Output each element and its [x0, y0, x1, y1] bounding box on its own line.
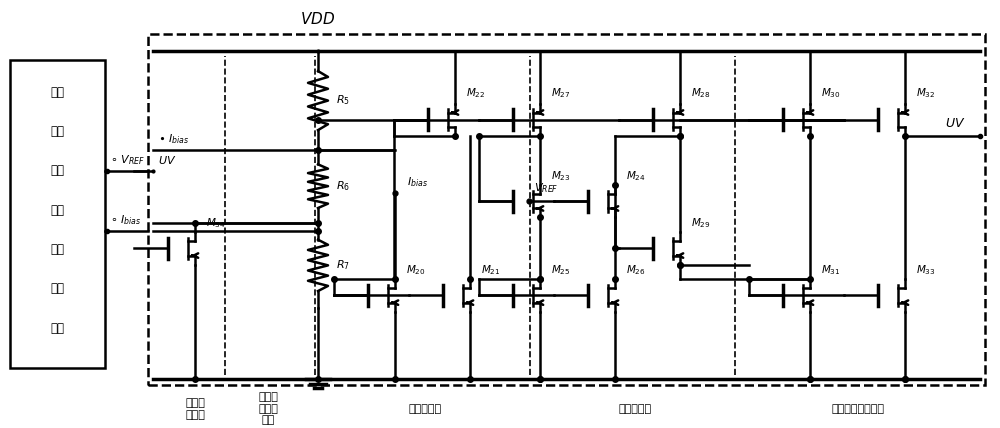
Text: $M_{\rm 29}$: $M_{\rm 29}$	[691, 217, 711, 230]
Text: $M_{\rm 32}$: $M_{\rm 32}$	[916, 86, 936, 100]
Text: $\circ\ I_{bias}$: $\circ\ I_{bias}$	[110, 214, 142, 227]
Text: $\bullet\ I_{bias}$: $\bullet\ I_{bias}$	[158, 132, 190, 146]
Text: $UV$: $UV$	[945, 117, 965, 130]
Text: 及偏: 及偏	[50, 164, 64, 177]
Text: 电流镜结构: 电流镜结构	[408, 404, 442, 414]
Text: $M_{\rm 26}$: $M_{\rm 26}$	[626, 264, 646, 277]
Text: 流产: 流产	[50, 243, 64, 256]
Text: $M_{\rm 34}$: $M_{\rm 34}$	[206, 217, 226, 230]
Text: $M_{\rm 33}$: $M_{\rm 33}$	[916, 264, 936, 277]
Text: 电压: 电压	[50, 125, 64, 138]
Text: $UV$: $UV$	[158, 155, 176, 166]
Text: $M_{\rm 28}$: $M_{\rm 28}$	[691, 86, 711, 100]
Text: $M_{\rm 24}$: $M_{\rm 24}$	[626, 169, 646, 183]
Text: $M_{\rm 20}$: $M_{\rm 20}$	[406, 264, 426, 277]
Text: 基准: 基准	[50, 86, 64, 98]
Text: $VDD$: $VDD$	[300, 11, 336, 27]
Text: 生子: 生子	[50, 282, 64, 295]
Text: $M_{\rm 22}$: $M_{\rm 22}$	[466, 86, 486, 100]
Text: $M_{\rm 23}$: $M_{\rm 23}$	[551, 169, 571, 183]
Text: $\circ\ V_{REF}$: $\circ\ V_{REF}$	[110, 154, 145, 167]
Text: $M_{\rm 25}$: $M_{\rm 25}$	[551, 264, 571, 277]
Text: 电源电
压检测
模块: 电源电 压检测 模块	[258, 392, 278, 425]
Bar	[10, 60, 105, 368]
Bar	[148, 34, 985, 385]
Text: 两级比较器: 两级比较器	[618, 404, 652, 414]
Text: $M_{\rm 27}$: $M_{\rm 27}$	[551, 86, 571, 100]
Text: 反馈回
路模块: 反馈回 路模块	[185, 398, 205, 419]
Text: 欠压信号输出模块: 欠压信号输出模块	[832, 404, 885, 414]
Text: 模块: 模块	[50, 322, 64, 335]
Text: $I_{bias}$: $I_{bias}$	[407, 175, 428, 189]
Text: $R_7$: $R_7$	[336, 259, 350, 272]
Text: $M_{\rm 21}$: $M_{\rm 21}$	[481, 264, 501, 277]
Text: $R_5$: $R_5$	[336, 94, 350, 107]
Text: $M_{\rm 31}$: $M_{\rm 31}$	[821, 264, 841, 277]
Text: $M_{\rm 30}$: $M_{\rm 30}$	[821, 86, 841, 100]
Text: 置电: 置电	[50, 204, 64, 217]
Text: $R_6$: $R_6$	[336, 179, 350, 193]
Text: $V_{REF}$: $V_{REF}$	[534, 181, 559, 195]
